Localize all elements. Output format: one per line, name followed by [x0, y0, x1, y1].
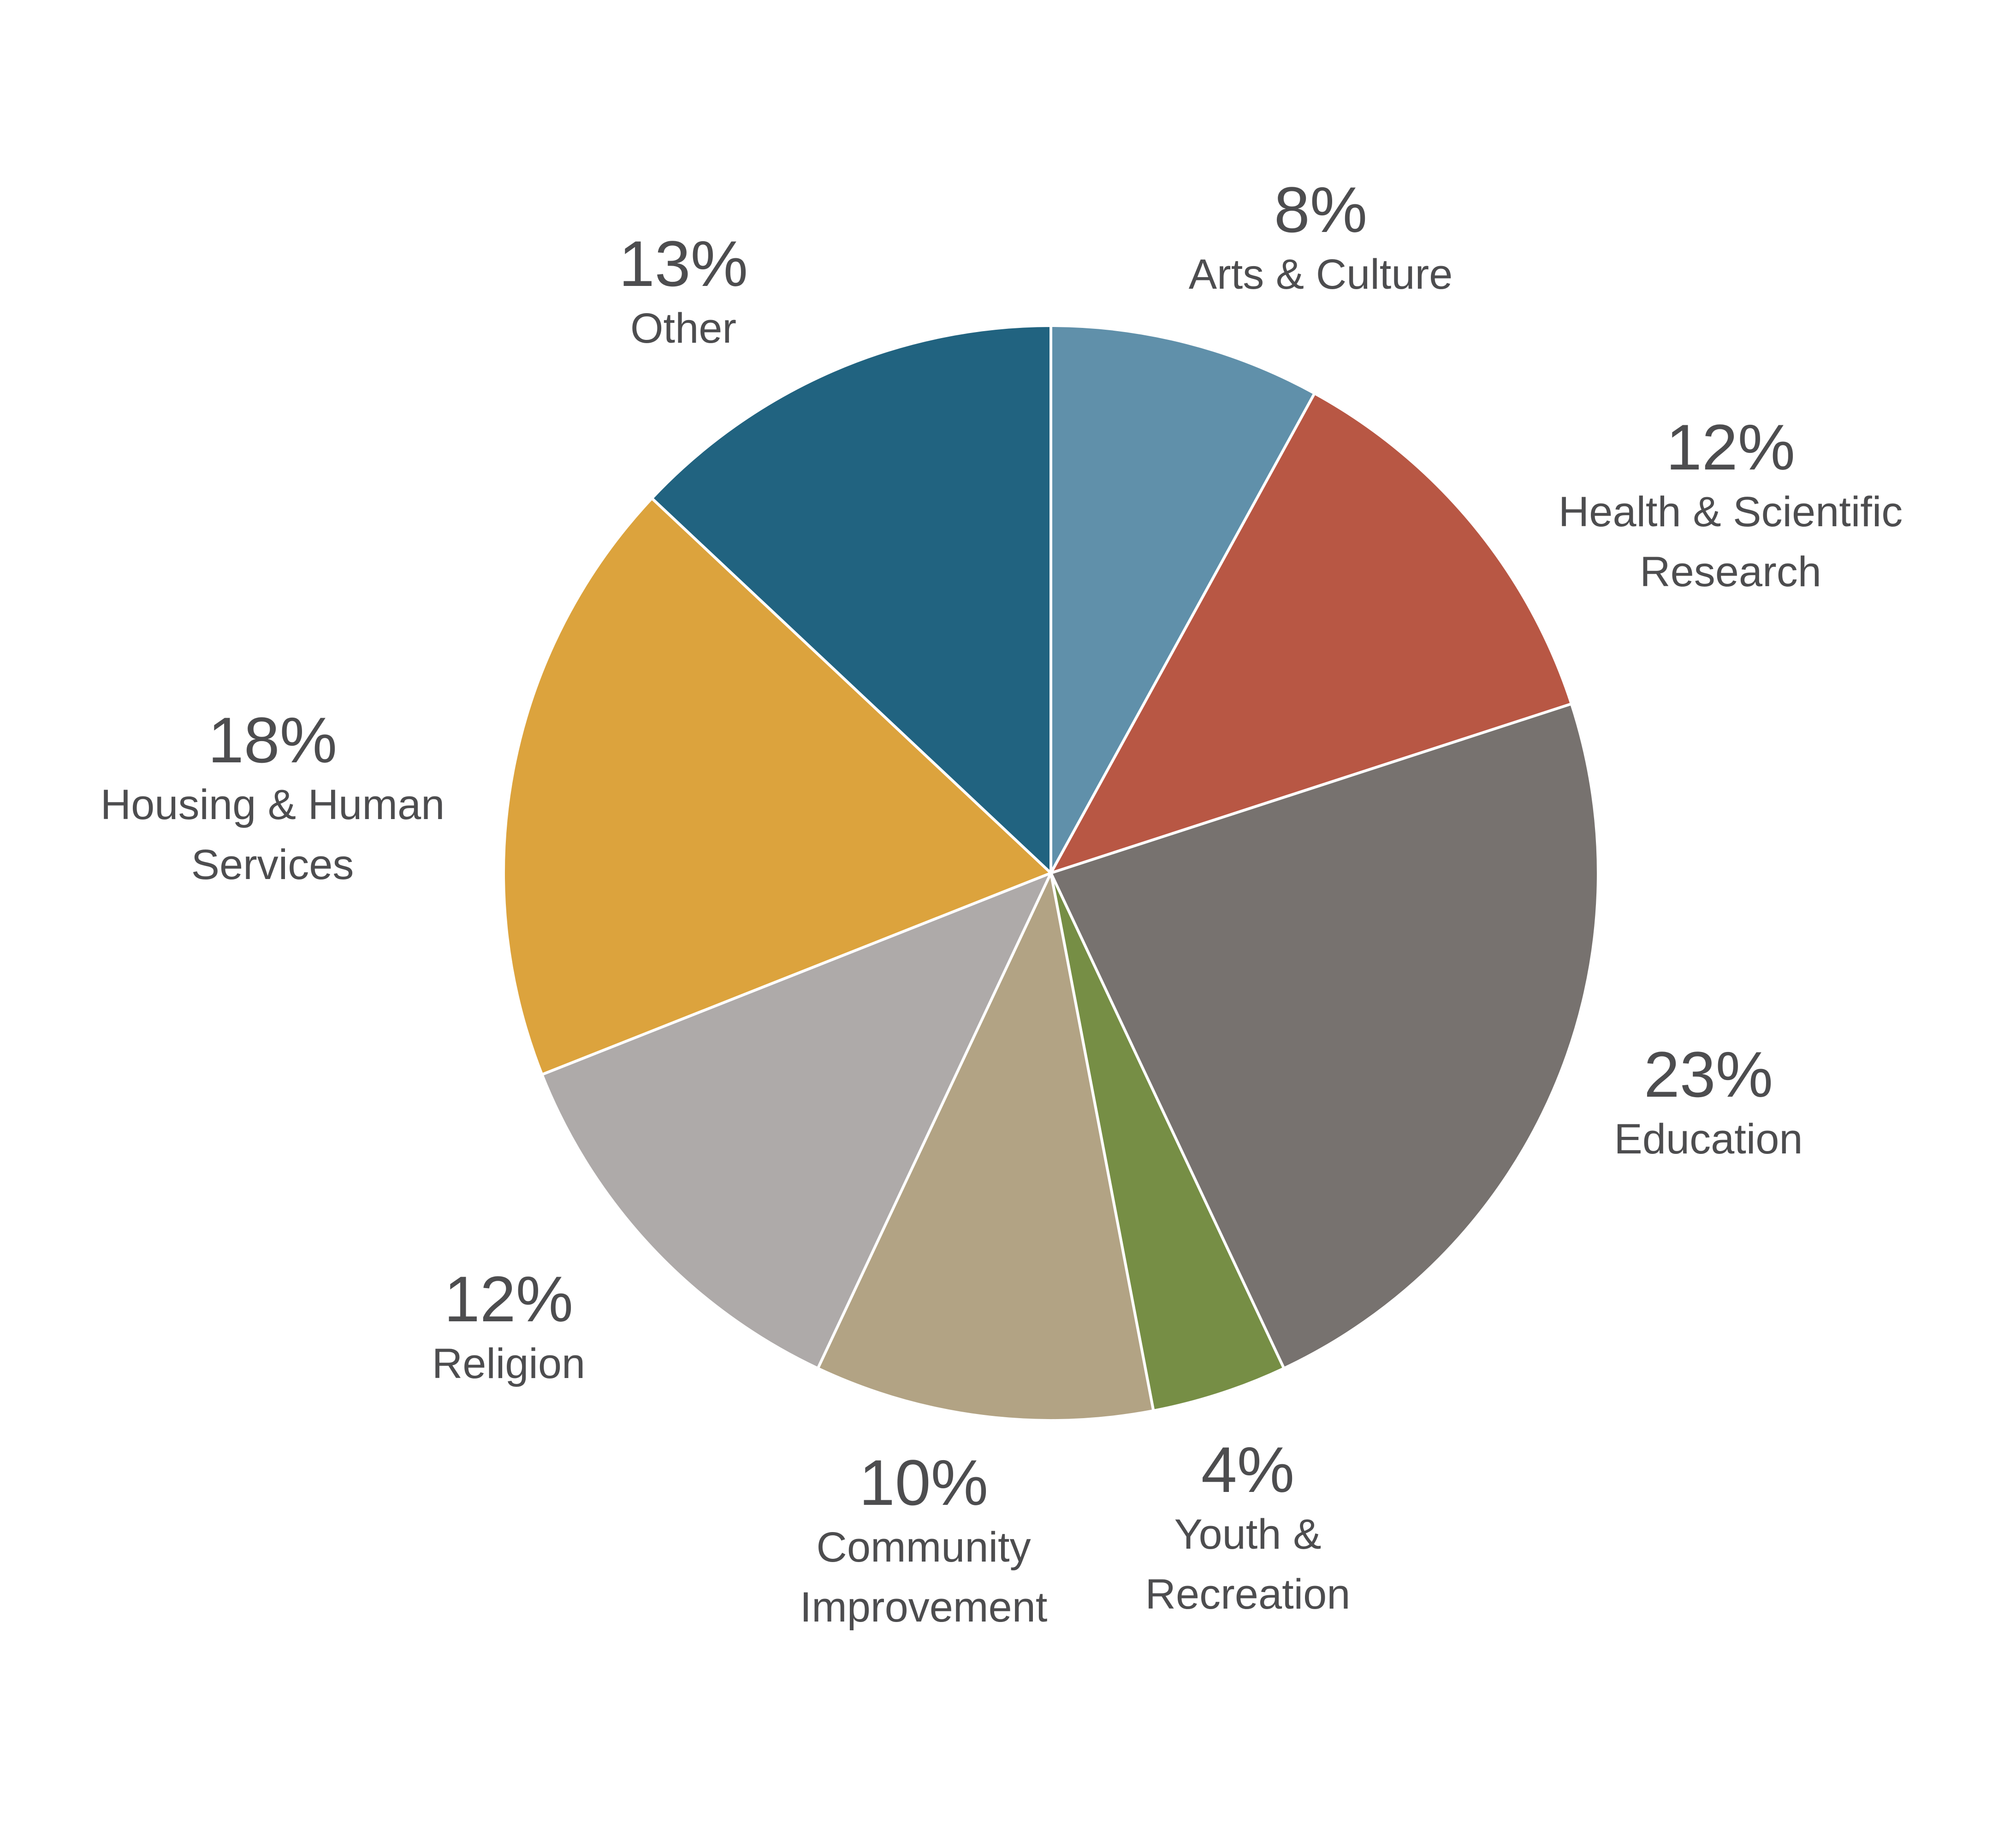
slice-label: 18% Housing & Human Services: [74, 706, 471, 895]
value-label: 8%: [1274, 173, 1368, 246]
slice-label: 13% Other: [476, 229, 891, 358]
pie-slice: [540, 870, 1054, 1371]
pie-slice: [816, 868, 1155, 1422]
category-label: Health & Scientific Research: [1558, 488, 1903, 595]
value-label: 18%: [208, 704, 338, 776]
slice-label: 23% Education: [1455, 1040, 1962, 1169]
pie-slice: [1049, 702, 1600, 1371]
category-label: Education: [1614, 1116, 1803, 1163]
category-label: Community Improvement: [800, 1524, 1048, 1631]
pie-slice: [502, 496, 1054, 1076]
value-label: 4%: [1201, 1433, 1295, 1506]
category-label: Youth & Recreation: [1145, 1511, 1351, 1618]
value-label: 13%: [618, 227, 748, 300]
value-label: 12%: [1666, 411, 1796, 483]
category-label: Religion: [432, 1340, 586, 1387]
slice-label: 12% Health & Scientific Research: [1500, 413, 1961, 602]
pie-slice: [1048, 391, 1573, 876]
value-label: 23%: [1643, 1038, 1773, 1111]
category-label: Housing & Human Services: [100, 781, 445, 888]
category-label: Arts & Culture: [1188, 251, 1453, 298]
slice-label: 10% Community Improvement: [758, 1448, 1090, 1637]
slice-label: 4% Youth & Recreation: [1119, 1435, 1377, 1624]
pie-slice: [1050, 872, 1286, 1413]
value-label: 12%: [444, 1263, 574, 1335]
slice-label: 8% Arts & Culture: [1021, 175, 1620, 304]
category-label: Other: [630, 305, 737, 352]
slice-label: 12% Religion: [278, 1265, 739, 1394]
pie-slice: [1050, 324, 1316, 874]
value-label: 10%: [859, 1446, 989, 1519]
pie-slice: [650, 324, 1052, 876]
